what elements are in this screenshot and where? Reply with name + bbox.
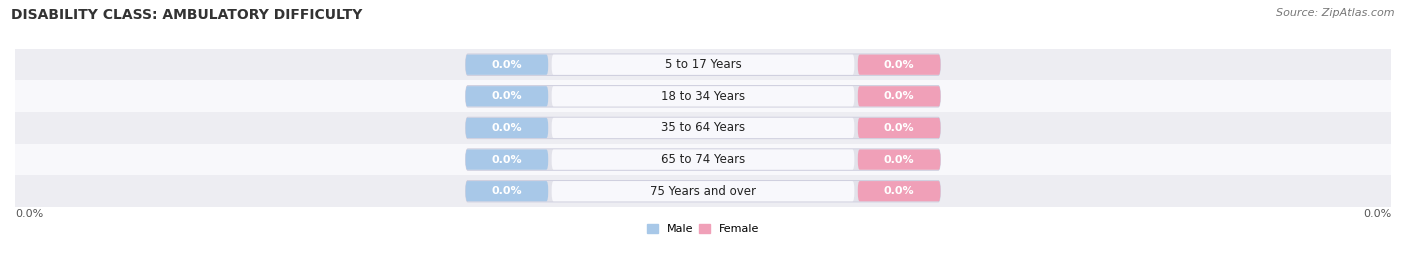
Text: 18 to 34 Years: 18 to 34 Years bbox=[661, 90, 745, 103]
FancyBboxPatch shape bbox=[551, 150, 855, 170]
Bar bbox=[15, 80, 1391, 112]
FancyBboxPatch shape bbox=[465, 181, 548, 201]
Bar bbox=[15, 49, 1391, 80]
Text: 0.0%: 0.0% bbox=[492, 186, 522, 196]
FancyBboxPatch shape bbox=[465, 86, 548, 107]
FancyBboxPatch shape bbox=[551, 86, 855, 107]
Text: Source: ZipAtlas.com: Source: ZipAtlas.com bbox=[1277, 8, 1395, 18]
FancyBboxPatch shape bbox=[465, 54, 941, 75]
Legend: Male, Female: Male, Female bbox=[643, 219, 763, 239]
Text: 75 Years and over: 75 Years and over bbox=[650, 185, 756, 198]
Text: 0.0%: 0.0% bbox=[492, 60, 522, 70]
FancyBboxPatch shape bbox=[465, 117, 941, 139]
Text: 0.0%: 0.0% bbox=[884, 123, 914, 133]
Text: 0.0%: 0.0% bbox=[1362, 209, 1391, 219]
Text: 65 to 74 Years: 65 to 74 Years bbox=[661, 153, 745, 166]
FancyBboxPatch shape bbox=[465, 180, 941, 202]
FancyBboxPatch shape bbox=[551, 55, 855, 75]
FancyBboxPatch shape bbox=[465, 150, 548, 170]
FancyBboxPatch shape bbox=[858, 150, 941, 170]
Text: 0.0%: 0.0% bbox=[884, 155, 914, 165]
Bar bbox=[15, 144, 1391, 175]
FancyBboxPatch shape bbox=[465, 118, 548, 138]
Text: 0.0%: 0.0% bbox=[492, 123, 522, 133]
Text: 0.0%: 0.0% bbox=[15, 209, 44, 219]
Bar bbox=[15, 112, 1391, 144]
FancyBboxPatch shape bbox=[858, 118, 941, 138]
Text: 0.0%: 0.0% bbox=[884, 91, 914, 101]
FancyBboxPatch shape bbox=[858, 86, 941, 107]
Text: 0.0%: 0.0% bbox=[884, 186, 914, 196]
Text: 35 to 64 Years: 35 to 64 Years bbox=[661, 121, 745, 134]
FancyBboxPatch shape bbox=[551, 118, 855, 138]
Bar bbox=[15, 175, 1391, 207]
Text: 0.0%: 0.0% bbox=[492, 91, 522, 101]
Text: 0.0%: 0.0% bbox=[492, 155, 522, 165]
Text: DISABILITY CLASS: AMBULATORY DIFFICULTY: DISABILITY CLASS: AMBULATORY DIFFICULTY bbox=[11, 8, 363, 22]
FancyBboxPatch shape bbox=[465, 149, 941, 170]
FancyBboxPatch shape bbox=[551, 181, 855, 201]
FancyBboxPatch shape bbox=[465, 55, 548, 75]
FancyBboxPatch shape bbox=[858, 55, 941, 75]
Text: 5 to 17 Years: 5 to 17 Years bbox=[665, 58, 741, 71]
FancyBboxPatch shape bbox=[858, 181, 941, 201]
FancyBboxPatch shape bbox=[465, 86, 941, 107]
Text: 0.0%: 0.0% bbox=[884, 60, 914, 70]
